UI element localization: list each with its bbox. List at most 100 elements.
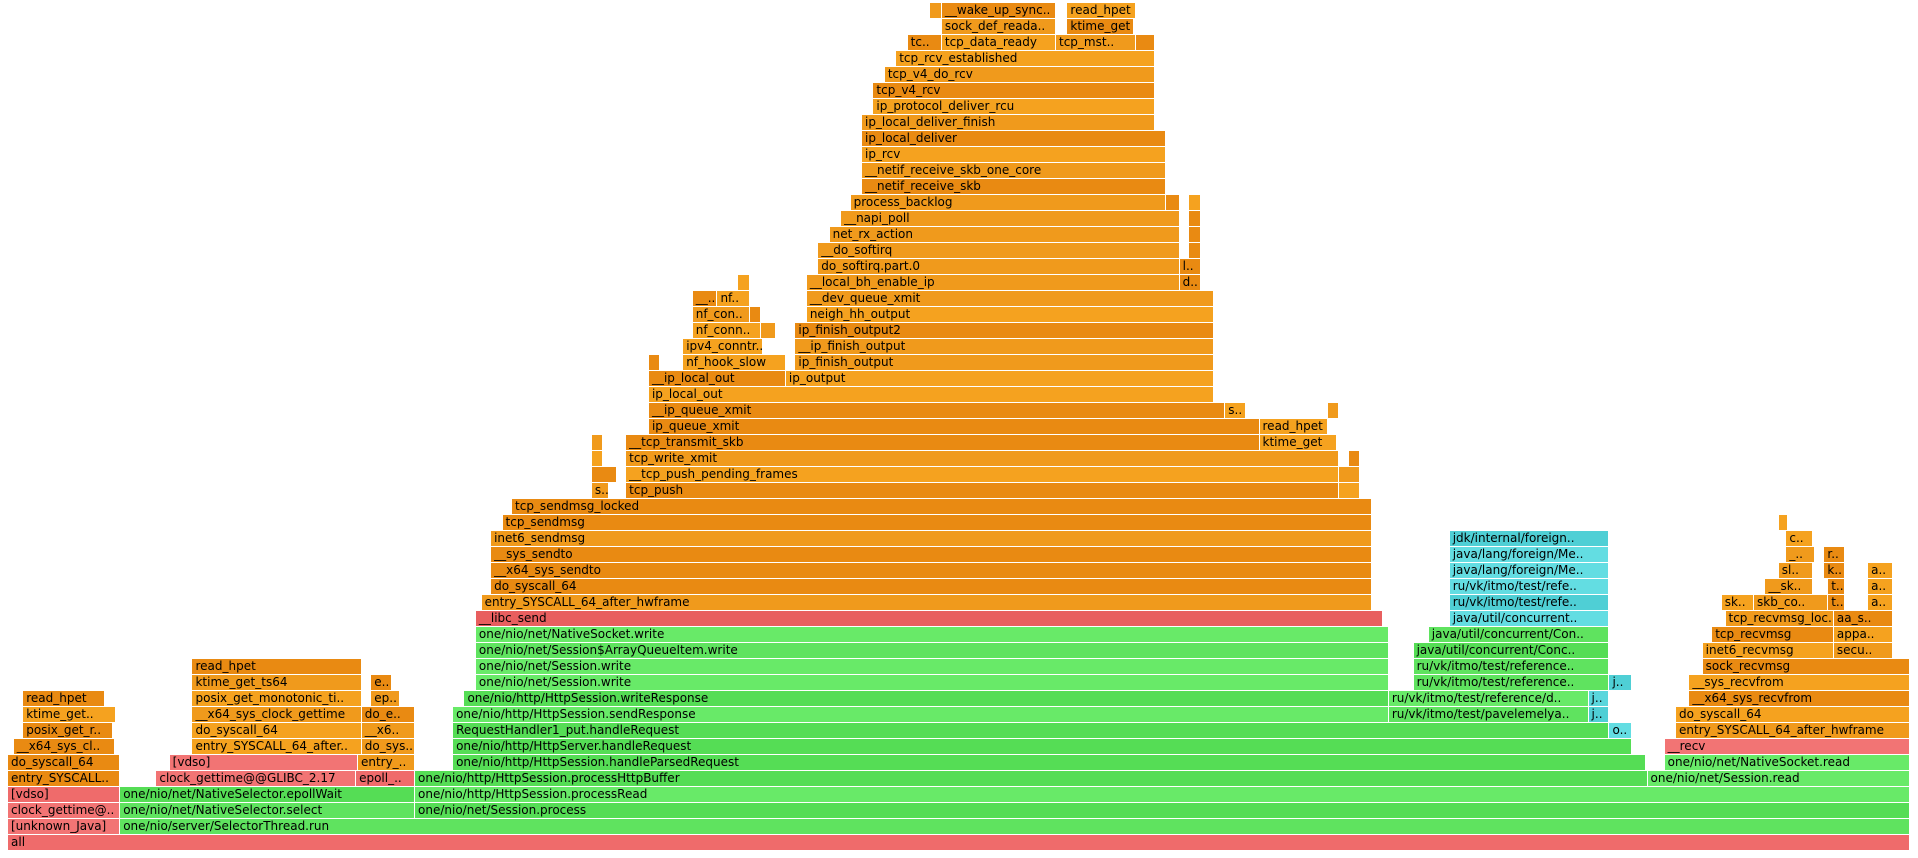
flame-frame[interactable]: ip_protocol_deliver_rcu — [873, 99, 1155, 114]
flame-frame[interactable]: one/nio/net/Session.process — [415, 803, 1910, 818]
flame-frame[interactable]: __ip_finish_output — [795, 339, 1214, 354]
flame-frame[interactable]: [unknown_Java] — [8, 819, 121, 834]
flame-frame[interactable] — [1189, 211, 1201, 226]
flame-frame[interactable]: entry_SYSCALL.. — [8, 771, 121, 786]
flame-frame[interactable] — [738, 275, 750, 290]
flame-frame[interactable]: one/nio/http/HttpSession.processRead — [415, 787, 1910, 802]
flame-frame[interactable]: tcp_recvmsg_loc.. — [1725, 611, 1834, 626]
flame-frame[interactable]: do_syscall_64 — [491, 579, 1372, 594]
flame-frame[interactable]: j.. — [1588, 691, 1610, 706]
flame-frame[interactable]: secu.. — [1833, 643, 1893, 658]
flame-frame[interactable]: __libc_send — [475, 611, 1384, 626]
flame-frame[interactable]: read_hpet — [23, 691, 105, 706]
flame-frame[interactable]: aa_s.. — [1833, 611, 1893, 626]
flame-frame[interactable]: one/nio/net/Session.write — [475, 675, 1389, 690]
flame-frame[interactable]: nf.. — [717, 291, 750, 306]
flame-frame[interactable]: t.. — [1828, 579, 1846, 594]
flame-frame[interactable]: ktime_get — [1259, 435, 1338, 450]
flame-frame[interactable]: entry_.. — [357, 755, 415, 770]
flame-frame[interactable]: r.. — [1824, 547, 1846, 562]
flame-frame[interactable] — [930, 3, 942, 18]
flame-frame[interactable]: inet6_recvmsg — [1702, 643, 1834, 658]
flame-frame[interactable]: k.. — [1824, 563, 1846, 578]
flame-frame[interactable]: tcp_recvmsg — [1712, 627, 1834, 642]
flame-frame[interactable]: entry_SYSCALL_64_after.. — [192, 739, 362, 754]
flame-frame[interactable]: read_hpet — [1067, 3, 1136, 18]
flame-frame[interactable]: java/lang/foreign/Me.. — [1449, 547, 1610, 562]
flame-frame[interactable]: sl.. — [1778, 563, 1813, 578]
flame-frame[interactable]: o.. — [1609, 723, 1633, 738]
flame-frame[interactable]: ru/vk/itmo/test/pavelemelya.. — [1388, 707, 1589, 722]
flame-frame[interactable]: entry_SYSCALL_64_after_hwframe — [1676, 723, 1910, 738]
flame-frame[interactable]: clock_gettime@@GLIBC_2.17 — [156, 771, 357, 786]
flame-frame[interactable]: entry_SYSCALL_64_after_hwframe — [481, 595, 1372, 610]
flame-frame[interactable]: ktime_get.. — [23, 707, 117, 722]
flame-frame[interactable]: s.. — [1225, 403, 1247, 418]
flame-frame[interactable]: one/nio/http/HttpSession.sendResponse — [453, 707, 1389, 722]
flame-frame[interactable] — [591, 435, 604, 450]
flame-frame[interactable] — [1339, 483, 1361, 498]
flame-frame[interactable]: ip_finish_output — [795, 355, 1214, 370]
flame-frame[interactable]: one/nio/http/HttpSession.writeResponse — [464, 691, 1389, 706]
flame-frame[interactable] — [1778, 515, 1789, 530]
flame-frame[interactable]: tcp_sendmsg — [502, 515, 1372, 530]
flame-frame[interactable] — [1327, 403, 1340, 418]
flame-frame[interactable]: tcp_sendmsg_locked — [512, 499, 1372, 514]
flame-frame[interactable]: java/util/concurrent.. — [1449, 611, 1610, 626]
flame-frame[interactable]: __napi_poll — [841, 211, 1180, 226]
flame-frame[interactable]: __x64_sys_clock_gettime — [192, 707, 362, 722]
flame-frame[interactable]: read_hpet — [1259, 419, 1328, 434]
flame-frame[interactable] — [1348, 451, 1361, 466]
flame-frame[interactable] — [1166, 195, 1180, 210]
flame-frame[interactable]: one/nio/http/HttpServer.handleRequest — [453, 739, 1633, 754]
flame-frame[interactable]: __netif_receive_skb — [861, 179, 1167, 194]
flame-frame[interactable]: one/nio/http/HttpSession.handleParsedReq… — [453, 755, 1646, 770]
flame-frame[interactable]: java/util/concurrent/Conc.. — [1413, 643, 1610, 658]
flame-frame[interactable]: s.. — [591, 483, 610, 498]
flame-frame[interactable]: one/nio/net/Session.read — [1647, 771, 1910, 786]
flame-frame[interactable]: do_syscall_64 — [192, 723, 362, 738]
flame-frame[interactable]: __tcp_transmit_skb — [626, 435, 1260, 450]
flame-frame[interactable] — [591, 451, 604, 466]
flame-frame[interactable]: ru/vk/itmo/test/refe.. — [1449, 579, 1610, 594]
flame-frame[interactable]: _.. — [1786, 547, 1815, 562]
flame-frame[interactable]: ktime_get — [1067, 19, 1134, 34]
flame-frame[interactable]: java/util/concurrent/Con.. — [1428, 627, 1610, 642]
flame-frame[interactable] — [1339, 467, 1361, 482]
flame-frame[interactable]: tcp_mst.. — [1056, 35, 1136, 50]
flame-frame[interactable]: nf_conn.. — [692, 323, 762, 338]
flame-frame[interactable]: e.. — [371, 675, 393, 690]
flame-frame[interactable]: a.. — [1868, 563, 1893, 578]
flame-frame[interactable]: one/nio/net/Session$ArrayQueueItem.write — [475, 643, 1389, 658]
flame-frame[interactable]: ru/vk/itmo/test/reference/d.. — [1388, 691, 1589, 706]
flame-frame[interactable]: ip_local_out — [648, 387, 1214, 402]
flame-frame[interactable]: sock_def_reada.. — [941, 19, 1056, 34]
flame-frame[interactable] — [591, 467, 617, 482]
flame-frame[interactable]: epoll_.. — [356, 771, 416, 786]
flame-frame[interactable]: ipv4_conntr.. — [683, 339, 764, 354]
flame-frame[interactable]: tcp_rcv_established — [896, 51, 1155, 66]
flame-frame[interactable]: __x64_sys_cl.. — [13, 739, 115, 754]
flame-frame[interactable] — [1189, 195, 1201, 210]
flame-frame[interactable]: j.. — [1609, 675, 1633, 690]
flame-frame[interactable]: ip_local_deliver — [861, 131, 1167, 146]
flame-frame[interactable]: tcp_push — [626, 483, 1340, 498]
flame-frame[interactable]: __.. — [692, 291, 718, 306]
flame-frame[interactable]: all — [8, 835, 1910, 850]
flame-frame[interactable]: clock_gettime@.. — [8, 803, 121, 818]
flame-frame[interactable]: __wake_up_sync.. — [941, 3, 1056, 18]
flame-frame[interactable]: ru/vk/itmo/test/refe.. — [1449, 595, 1610, 610]
flame-frame[interactable]: one/nio/http/HttpSession.processHttpBuff… — [415, 771, 1648, 786]
flame-frame[interactable]: do_syscall_64 — [8, 755, 121, 770]
flame-frame[interactable]: one/nio/net/NativeSocket.write — [475, 627, 1389, 642]
flame-frame[interactable]: sock_recvmsg — [1702, 659, 1910, 674]
flame-frame[interactable]: __do_softirq — [818, 243, 1180, 258]
flame-frame[interactable]: __local_bh_enable_ip — [806, 275, 1180, 290]
flame-frame[interactable] — [749, 307, 762, 322]
flame-frame[interactable] — [1135, 35, 1155, 50]
flame-frame[interactable] — [761, 323, 777, 338]
flame-frame[interactable]: __netif_receive_skb_one_core — [861, 163, 1167, 178]
flame-frame[interactable]: nf_con.. — [692, 307, 750, 322]
flame-frame[interactable]: t.. — [1828, 595, 1846, 610]
flame-frame[interactable] — [1189, 227, 1201, 242]
